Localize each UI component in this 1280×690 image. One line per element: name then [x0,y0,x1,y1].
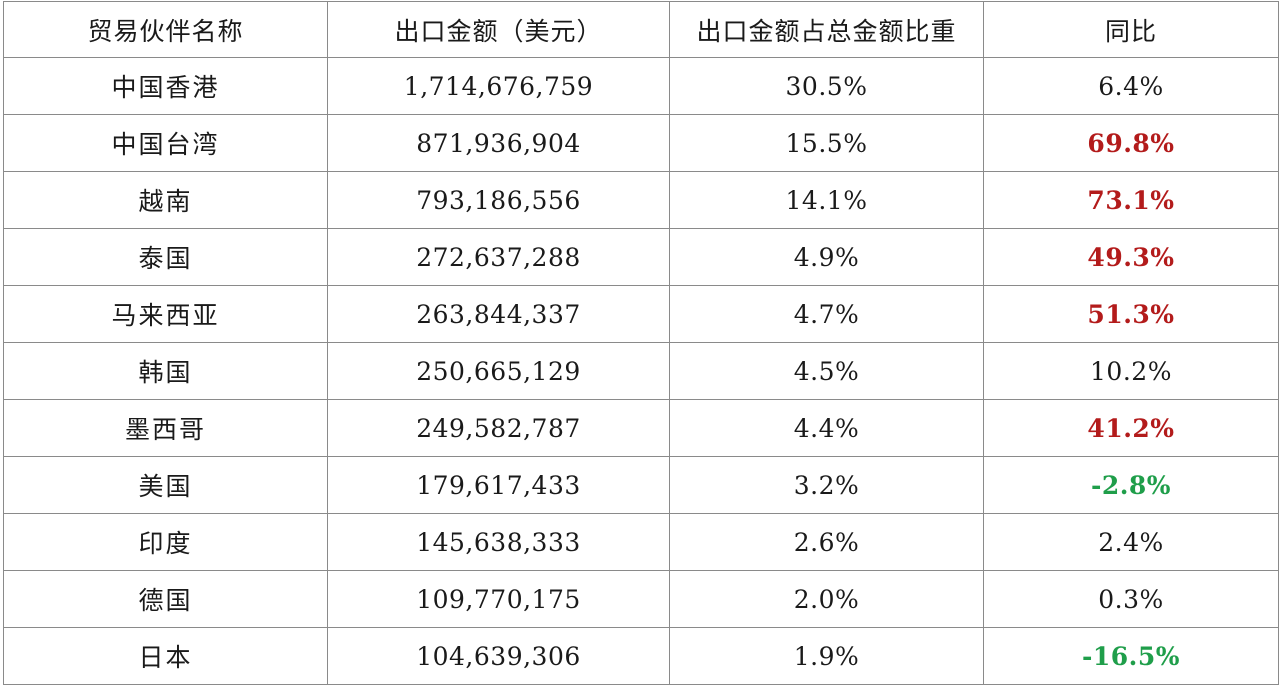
yoy-cell: 0.3% [983,570,1279,628]
partner-name-cell: 越南 [3,171,328,229]
table-row: 美国 179,617,433 3.2% -2.8% [3,456,1279,514]
table-row: 马来西亚 263,844,337 4.7% 51.3% [3,285,1279,343]
export-share-cell: 2.0% [669,570,984,628]
partner-name-cell: 马来西亚 [3,285,328,343]
partner-name-cell: 中国台湾 [3,114,328,172]
partner-name-cell: 墨西哥 [3,399,328,457]
table-row: 中国香港 1,714,676,759 30.5% 6.4% [3,57,1279,115]
partner-name-cell: 韩国 [3,342,328,400]
export-amount-cell: 263,844,337 [327,285,670,343]
partner-name-cell: 泰国 [3,228,328,286]
export-amount-cell: 272,637,288 [327,228,670,286]
export-share-cell: 15.5% [669,114,984,172]
table-row: 日本 104,639,306 1.9% -16.5% [3,627,1279,685]
export-share-cell: 2.6% [669,513,984,571]
header-export-amount: 出口金额（美元） [327,1,670,58]
yoy-cell: -2.8% [983,456,1279,514]
table-header-row: 贸易伙伴名称 出口金额（美元） 出口金额占总金额比重 同比 [3,1,1279,58]
header-yoy: 同比 [983,1,1279,58]
table-row: 德国 109,770,175 2.0% 0.3% [3,570,1279,628]
partner-name-cell: 中国香港 [3,57,328,115]
export-share-cell: 4.9% [669,228,984,286]
table-row: 越南 793,186,556 14.1% 73.1% [3,171,1279,229]
table-row: 泰国 272,637,288 4.9% 49.3% [3,228,1279,286]
export-share-cell: 14.1% [669,171,984,229]
partner-name-cell: 印度 [3,513,328,571]
header-partner-name: 贸易伙伴名称 [3,1,328,58]
yoy-cell: 2.4% [983,513,1279,571]
partner-name-cell: 日本 [3,627,328,685]
table-row: 韩国 250,665,129 4.5% 10.2% [3,342,1279,400]
header-export-share: 出口金额占总金额比重 [669,1,984,58]
export-partner-table: 贸易伙伴名称 出口金额（美元） 出口金额占总金额比重 同比 中国香港 1,714… [3,1,1279,685]
table-row: 印度 145,638,333 2.6% 2.4% [3,513,1279,571]
table-row: 中国台湾 871,936,904 15.5% 69.8% [3,114,1279,172]
partner-name-cell: 美国 [3,456,328,514]
export-amount-cell: 250,665,129 [327,342,670,400]
export-amount-cell: 145,638,333 [327,513,670,571]
export-amount-cell: 104,639,306 [327,627,670,685]
export-amount-cell: 179,617,433 [327,456,670,514]
table-row: 墨西哥 249,582,787 4.4% 41.2% [3,399,1279,457]
yoy-cell: 49.3% [983,228,1279,286]
yoy-cell: 41.2% [983,399,1279,457]
yoy-cell: 69.8% [983,114,1279,172]
export-amount-cell: 1,714,676,759 [327,57,670,115]
yoy-cell: 73.1% [983,171,1279,229]
export-share-cell: 1.9% [669,627,984,685]
yoy-cell: 10.2% [983,342,1279,400]
export-amount-cell: 793,186,556 [327,171,670,229]
export-share-cell: 4.7% [669,285,984,343]
export-amount-cell: 871,936,904 [327,114,670,172]
export-amount-cell: 249,582,787 [327,399,670,457]
yoy-cell: -16.5% [983,627,1279,685]
export-share-cell: 30.5% [669,57,984,115]
export-amount-cell: 109,770,175 [327,570,670,628]
yoy-cell: 6.4% [983,57,1279,115]
partner-name-cell: 德国 [3,570,328,628]
export-share-cell: 3.2% [669,456,984,514]
yoy-cell: 51.3% [983,285,1279,343]
export-share-cell: 4.4% [669,399,984,457]
export-share-cell: 4.5% [669,342,984,400]
